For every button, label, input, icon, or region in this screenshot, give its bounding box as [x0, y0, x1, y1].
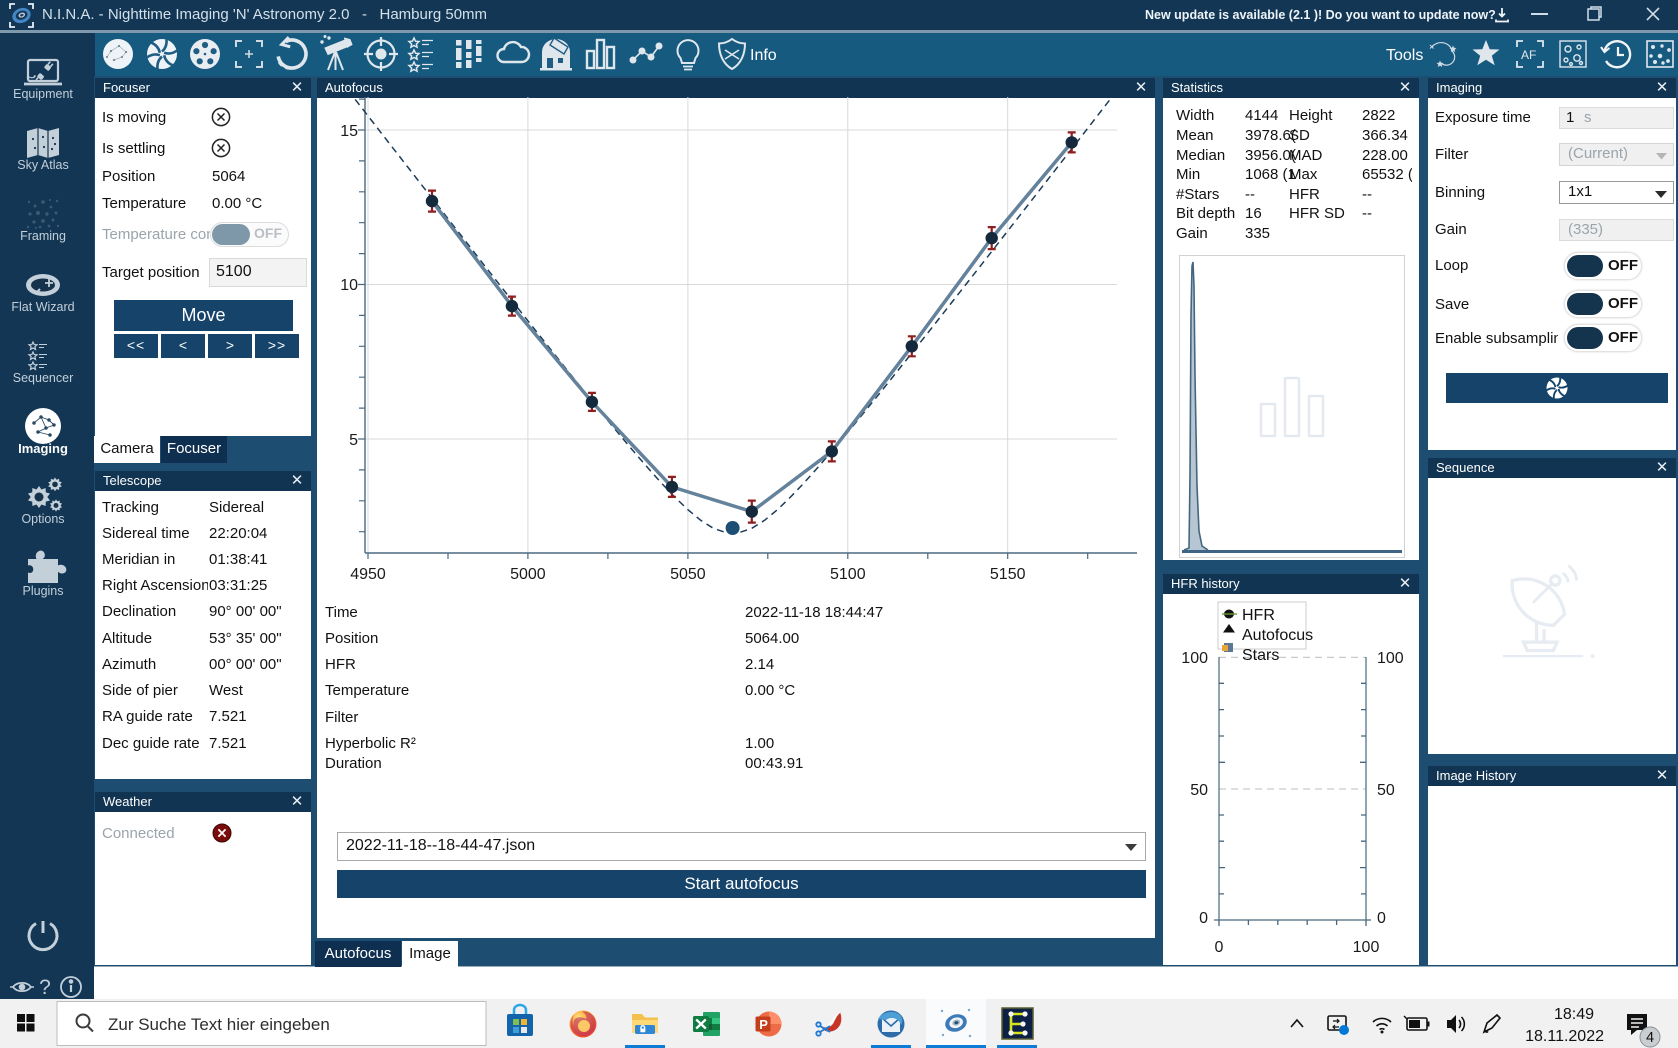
- svg-text:5000: 5000: [510, 566, 546, 583]
- svg-text:Plugins: Plugins: [23, 584, 64, 598]
- svg-text:10: 10: [340, 277, 358, 294]
- svg-text:Tools: Tools: [1386, 47, 1423, 64]
- svg-text:Sequencer: Sequencer: [13, 371, 73, 385]
- svg-text:Info: Info: [750, 47, 777, 64]
- svg-text:50: 50: [1190, 782, 1208, 799]
- svg-text:Options: Options: [21, 512, 64, 526]
- svg-text:Flat Wizard: Flat Wizard: [11, 300, 74, 314]
- svg-text:100: 100: [1377, 650, 1404, 667]
- svg-text:100: 100: [1181, 650, 1208, 667]
- svg-text:P: P: [759, 1017, 768, 1032]
- svg-text:4: 4: [1646, 1030, 1654, 1046]
- svg-text:0: 0: [1199, 910, 1208, 927]
- svg-text:4950: 4950: [350, 566, 386, 583]
- svg-text:100: 100: [1353, 939, 1380, 956]
- svg-text:18.11.2022: 18.11.2022: [1525, 1028, 1604, 1045]
- svg-text:5100: 5100: [830, 566, 866, 583]
- svg-text:50: 50: [1377, 782, 1395, 799]
- svg-text:?: ?: [39, 976, 51, 999]
- svg-text:AF: AF: [1521, 48, 1536, 62]
- svg-text:5050: 5050: [670, 566, 706, 583]
- svg-text:15: 15: [340, 123, 358, 140]
- svg-text:Sky Atlas: Sky Atlas: [17, 158, 68, 172]
- svg-text:Equipment: Equipment: [13, 87, 73, 101]
- svg-text:Zur Suche Text hier eingeben: Zur Suche Text hier eingeben: [108, 1015, 330, 1034]
- svg-text:Framing: Framing: [20, 229, 66, 243]
- svg-text:5150: 5150: [990, 566, 1026, 583]
- svg-text:HFR: HFR: [1242, 607, 1275, 624]
- svg-text:Stars: Stars: [1242, 647, 1279, 664]
- svg-text:Imaging: Imaging: [18, 441, 68, 456]
- svg-text:Autofocus: Autofocus: [1242, 627, 1313, 644]
- svg-text:0: 0: [1215, 939, 1224, 956]
- svg-text:18:49: 18:49: [1554, 1006, 1594, 1023]
- svg-text:5: 5: [349, 432, 358, 449]
- svg-text:0: 0: [1377, 910, 1386, 927]
